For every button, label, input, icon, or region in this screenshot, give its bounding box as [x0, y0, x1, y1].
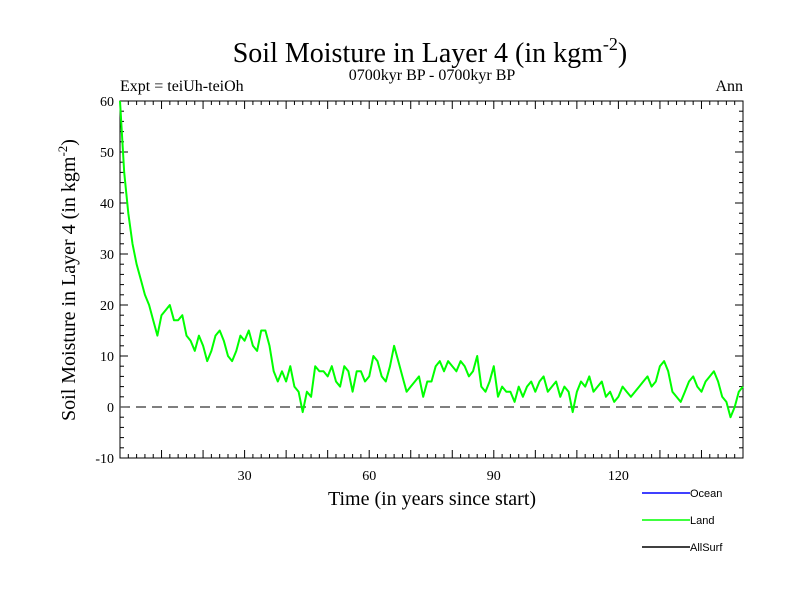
series-group [119, 100, 744, 419]
y-tick-label: 30 [100, 248, 114, 263]
legend-item-allsurf: AllSurf [642, 542, 723, 554]
legend-label: Land [690, 515, 714, 527]
x-tick-labels: 30 60 90 120 [238, 469, 629, 484]
y-tick-label: 0 [107, 401, 114, 416]
series-line-land [119, 100, 744, 419]
y-tick-label: 40 [100, 197, 114, 212]
y-tick-labels: -10 0 10 20 30 40 50 60 [95, 95, 114, 467]
legend-item-ocean: Ocean [642, 488, 722, 500]
y-tick-label: 60 [100, 95, 114, 110]
x-tick-label: 120 [608, 469, 629, 484]
plot-area [119, 100, 744, 459]
left-subtitle: Expt = teiUh-teiOh [120, 78, 244, 95]
x-tick-label: 30 [238, 469, 252, 484]
legend: Ocean Land AllSurf [642, 488, 723, 554]
y-axis-label: Soil Moisture in Layer 4 (in kgm-2) [55, 139, 80, 421]
y-tick-label: 10 [100, 350, 114, 365]
right-subtitle: Ann [715, 78, 743, 95]
x-tick-label: 60 [362, 469, 376, 484]
legend-label: Ocean [690, 488, 722, 500]
legend-label: AllSurf [690, 542, 723, 554]
plot-frame [119, 100, 744, 459]
x-axis-label: Time (in years since start) [328, 488, 536, 510]
y-tick-label: 50 [100, 146, 114, 161]
chart-title: Soil Moisture in Layer 4 (in kgm-2) [233, 34, 628, 69]
legend-item-land: Land [642, 515, 714, 527]
x-tick-label: 90 [487, 469, 501, 484]
y-tick-label: 20 [100, 299, 114, 314]
center-subtitle: 0700kyr BP - 0700kyr BP [349, 67, 516, 84]
axis-ticks [119, 100, 744, 459]
y-tick-label: -10 [95, 452, 114, 467]
